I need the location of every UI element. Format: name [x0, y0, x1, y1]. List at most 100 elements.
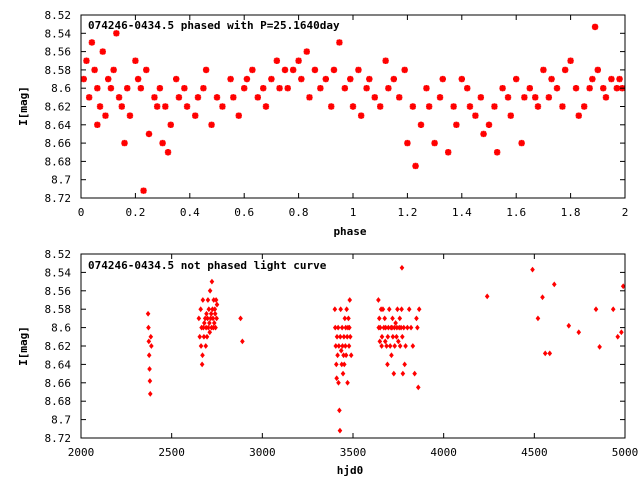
data-point [317, 85, 324, 92]
unphased-y-ticks: 8.52 8.54 8.56 8.58 8.6 8.62 8.64 8.66 8.68 8.7 8.… [45, 248, 625, 445]
data-point [107, 85, 115, 92]
data-point [118, 103, 125, 110]
data-point [243, 75, 251, 83]
data-point [342, 315, 348, 322]
data-point [602, 94, 610, 101]
data-point [208, 310, 214, 317]
data-point [425, 103, 433, 110]
data-point [597, 344, 602, 350]
data-point [334, 333, 340, 340]
data-point [341, 361, 347, 368]
phased-x-ticks: 0 0.2 0.4 0.6 0.8 1 1.2 1.4 1.6 1.8 2 [78, 15, 628, 219]
data-point [551, 281, 557, 288]
data-point [306, 94, 313, 101]
data-point [371, 94, 378, 101]
data-point [542, 350, 548, 357]
data-point [338, 306, 343, 313]
x-tick-label: 2000 [68, 446, 95, 459]
x-tick-label: 0 [78, 206, 85, 219]
data-point [332, 306, 338, 313]
data-point [212, 310, 218, 317]
x-tick-label: 1.8 [561, 206, 581, 219]
data-point [397, 315, 403, 322]
unphased-y-axis-label: I[mag] [17, 326, 30, 366]
data-point [149, 343, 154, 349]
data-point [194, 94, 202, 101]
data-point [322, 75, 329, 83]
data-point [102, 112, 109, 119]
x-tick-label: 3500 [340, 446, 367, 459]
data-point [464, 85, 471, 92]
data-point [390, 75, 397, 83]
data-point [345, 379, 350, 386]
data-point [204, 333, 210, 340]
data-point [147, 366, 152, 372]
data-point [357, 112, 365, 119]
y-tick-label: 8.58 [45, 64, 72, 77]
data-point [409, 103, 417, 110]
data-point [333, 343, 339, 349]
y-tick-label: 8.64 [45, 358, 72, 371]
data-point [355, 66, 362, 74]
data-point [619, 329, 624, 336]
data-point [273, 57, 281, 64]
y-tick-label: 8.72 [45, 192, 72, 205]
data-point [207, 320, 212, 326]
data-point [295, 57, 302, 64]
data-point [202, 66, 210, 74]
data-point [491, 103, 498, 110]
data-point [153, 103, 161, 110]
data-point [393, 320, 398, 326]
data-point [213, 94, 221, 101]
data-point [389, 352, 394, 359]
data-point [521, 94, 528, 101]
data-point [173, 75, 180, 83]
data-point [347, 297, 353, 303]
data-point [211, 320, 217, 326]
data-point [390, 315, 395, 322]
data-point [219, 103, 226, 110]
data-point [167, 121, 174, 128]
data-point [382, 338, 388, 345]
y-tick-label: 8.62 [45, 340, 72, 353]
data-point [199, 361, 205, 368]
data-point [85, 94, 93, 101]
data-point [480, 130, 487, 138]
data-point [198, 306, 203, 313]
data-point [334, 375, 339, 382]
data-point [156, 85, 164, 92]
data-point [504, 94, 512, 101]
data-point [466, 103, 474, 110]
data-point [600, 85, 607, 92]
data-point [162, 103, 169, 110]
data-point [148, 333, 154, 340]
data-point [197, 333, 203, 340]
data-point [363, 85, 370, 92]
data-point [485, 121, 493, 128]
y-tick-label: 8.56 [45, 46, 72, 59]
data-point [91, 66, 98, 74]
data-point [379, 333, 385, 340]
data-point [213, 297, 219, 303]
data-point [415, 384, 421, 391]
data-point [384, 343, 389, 349]
y-tick-label: 8.58 [45, 303, 72, 316]
data-point [553, 85, 561, 92]
data-point [400, 333, 405, 340]
data-point [96, 103, 104, 110]
data-point [576, 329, 582, 336]
data-point [566, 322, 572, 329]
data-point [207, 329, 213, 336]
x-tick-label: 1 [350, 206, 357, 219]
data-point [399, 306, 404, 313]
y-tick-label: 8.66 [45, 137, 72, 150]
data-point [608, 75, 615, 83]
x-tick-label: 5000 [612, 446, 639, 459]
data-point [341, 333, 347, 340]
data-point [402, 361, 407, 368]
y-tick-label: 8.62 [45, 101, 72, 114]
data-point [499, 85, 506, 92]
data-point [196, 315, 202, 322]
data-point [532, 94, 539, 101]
data-point [339, 324, 345, 331]
